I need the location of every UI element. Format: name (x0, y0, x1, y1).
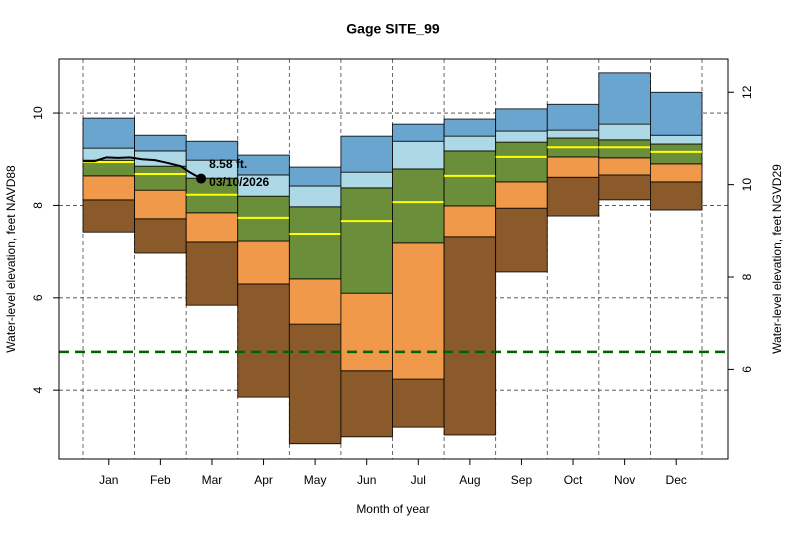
percentile-band (288, 206, 342, 280)
y2-tick-label: 8 (740, 273, 754, 280)
percentile-band (443, 150, 497, 207)
percentile-band (340, 187, 393, 294)
percentile-band (443, 135, 497, 152)
y-tick-label: 6 (31, 294, 45, 301)
percentile-band (288, 185, 342, 208)
percentile-band (598, 123, 651, 141)
x-tick-label: Apr (254, 473, 273, 487)
percentile-band (495, 130, 548, 143)
y2-tick-label: 6 (740, 366, 754, 373)
percentile-band (288, 278, 342, 325)
percentile-band (288, 323, 342, 445)
y-tick-label: 4 (31, 387, 45, 394)
percentile-band (185, 212, 239, 243)
y2-tick-label: 12 (740, 85, 754, 99)
percentile-band (495, 108, 548, 132)
percentile-band (392, 378, 445, 428)
percentile-band (392, 123, 445, 142)
percentile-band (495, 141, 548, 183)
percentile-band (495, 181, 548, 209)
percentile-band (340, 171, 393, 189)
x-tick-label: Aug (459, 473, 480, 487)
percentile-band (650, 134, 703, 145)
percentile-band (185, 241, 239, 306)
percentile-band (546, 156, 600, 178)
percentile-band (185, 140, 239, 161)
x-tick-label: Sep (511, 473, 533, 487)
x-tick-label: Dec (666, 473, 687, 487)
x-tick-label: Oct (564, 473, 583, 487)
x-tick-label: Jan (99, 473, 118, 487)
percentile-band (598, 72, 651, 125)
percentile-band (392, 168, 445, 244)
chart-title: Gage SITE_99 (346, 21, 440, 37)
percentile-band (650, 163, 703, 183)
percentile-band (443, 118, 497, 137)
percentile-band (546, 176, 600, 217)
percentile-band (392, 140, 445, 170)
x-tick-label: May (304, 473, 327, 487)
x-axis-label: Month of year (356, 502, 429, 516)
current-line (83, 156, 202, 180)
percentile-band (134, 218, 187, 254)
percentile-band (495, 207, 548, 273)
percentile-band (237, 240, 290, 285)
percentile-band (650, 181, 703, 211)
x-tick-label: Mar (202, 473, 223, 487)
annotation-date: 03/10/2026 (209, 175, 269, 189)
annotation-value: 8.58 ft. (209, 157, 247, 171)
percentile-band (82, 175, 135, 201)
percentile-band (237, 154, 290, 176)
percentile-band (340, 292, 393, 372)
y2-axis-label: Water-level elevation, feet NGVD29 (770, 164, 784, 354)
y-axis-label: Water-level elevation, feet NAVD88 (4, 165, 18, 353)
percentile-band (546, 129, 600, 139)
x-tick-label: Feb (150, 473, 171, 487)
percentile-band (134, 134, 187, 152)
percentile-band (650, 91, 703, 136)
plot-frame (58, 58, 729, 460)
x-tick-label: Jul (411, 473, 426, 487)
y2-tick-label: 10 (740, 178, 754, 192)
percentile-band (443, 205, 497, 238)
percentile-band (134, 165, 187, 191)
percentile-band (134, 189, 187, 220)
percentile-band (598, 174, 651, 201)
percentile-band (598, 139, 651, 159)
percentile-band (288, 166, 342, 187)
y-tick-label: 10 (31, 106, 45, 120)
percentile-band (546, 103, 600, 131)
percentile-band (443, 236, 497, 436)
percentile-band (392, 242, 445, 380)
percentile-band (237, 283, 290, 398)
y-tick-label: 8 (31, 202, 45, 209)
x-tick-label: Nov (614, 473, 635, 487)
percentile-band (82, 117, 135, 149)
percentile-band (82, 199, 135, 233)
current-point (196, 173, 207, 184)
percentile-band (598, 157, 651, 176)
percentile-band (340, 370, 393, 438)
percentile-band (340, 135, 393, 173)
x-tick-label: Jun (357, 473, 376, 487)
percentile-band (650, 143, 703, 165)
